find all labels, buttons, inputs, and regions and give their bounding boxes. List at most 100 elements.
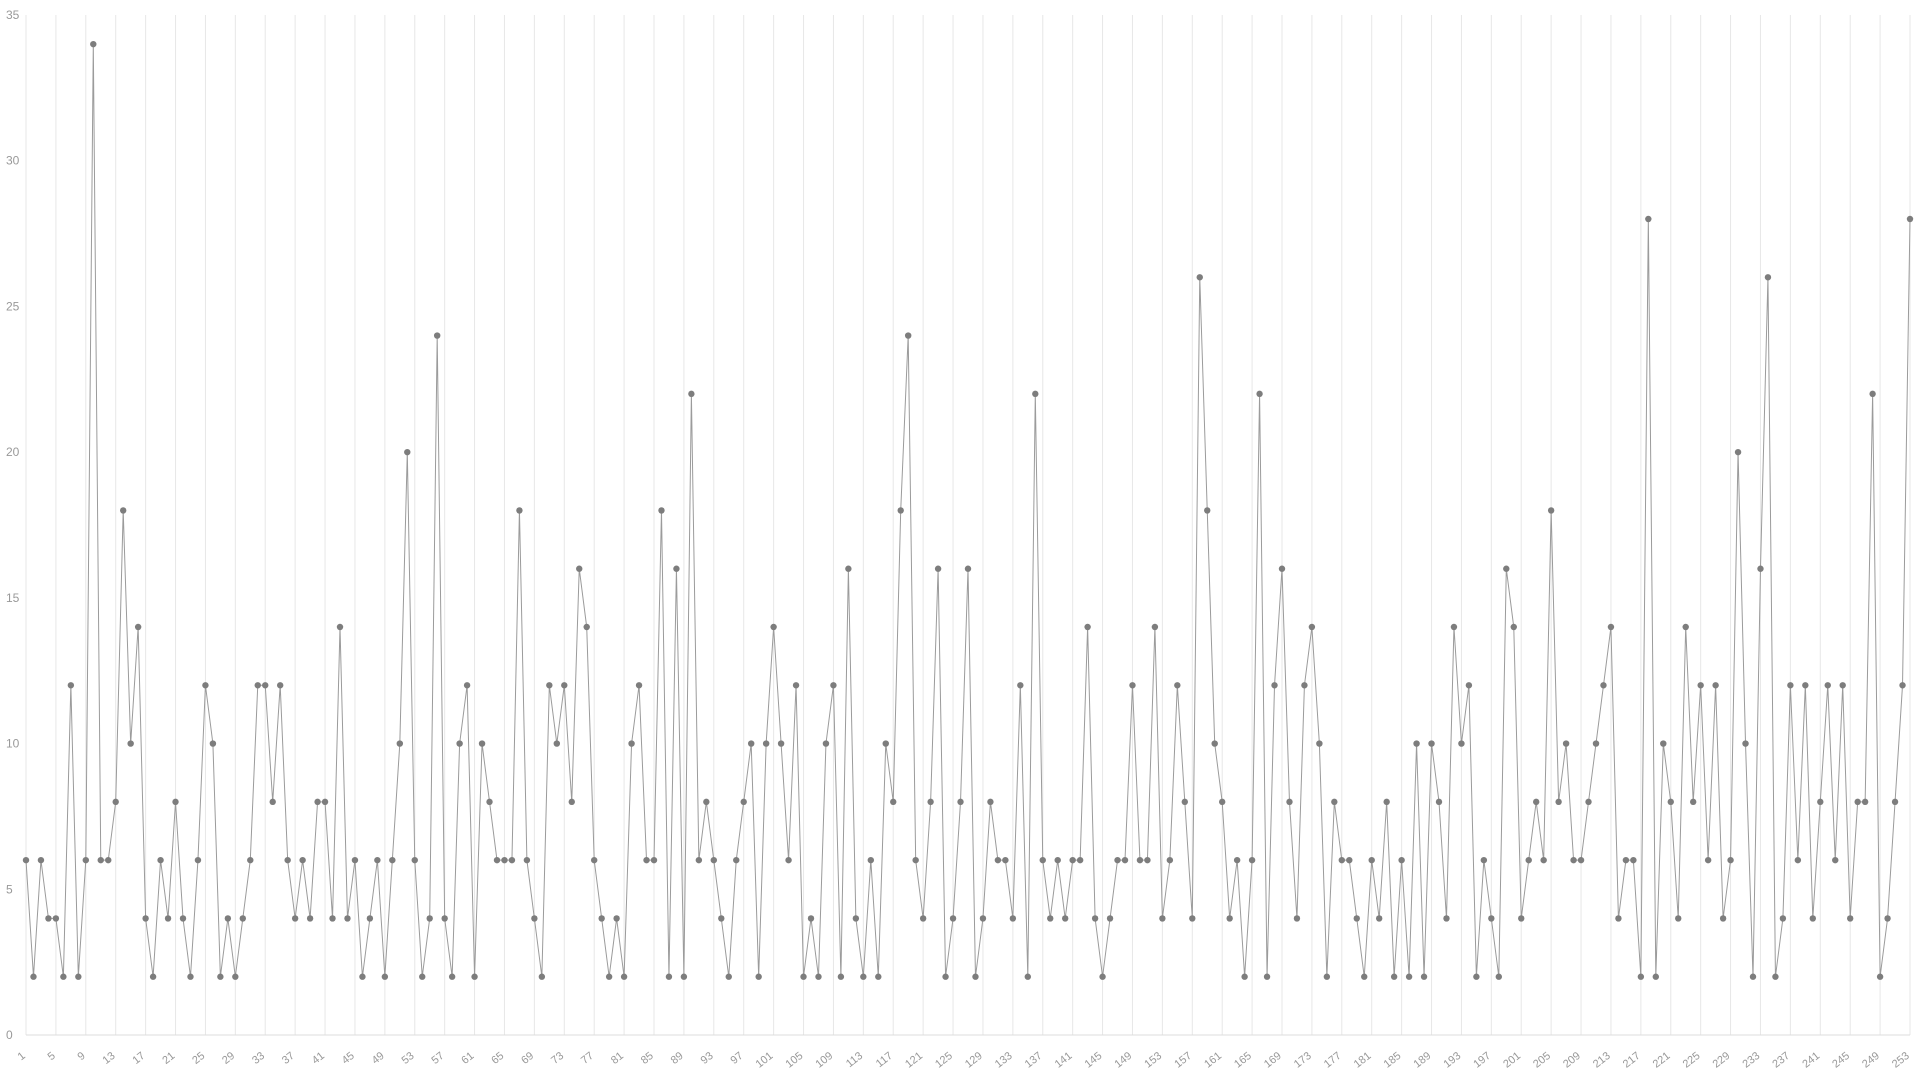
- data-point-marker: [800, 973, 807, 980]
- data-point-marker: [1891, 798, 1899, 806]
- data-point-marker: [695, 856, 703, 864]
- data-point-marker: [1248, 856, 1256, 864]
- data-point-marker: [733, 856, 740, 864]
- data-point-marker: [1091, 915, 1099, 922]
- data-point-marker: [942, 973, 949, 980]
- data-point-marker: [1899, 682, 1906, 689]
- data-line: [25, 43, 1911, 978]
- data-point-marker: [1757, 565, 1764, 572]
- data-point-marker: [344, 915, 351, 922]
- data-point-marker: [1734, 448, 1742, 456]
- data-point-marker: [1465, 682, 1473, 689]
- data-point-marker: [1241, 973, 1248, 980]
- x-tick-label: 237: [1770, 1050, 1792, 1071]
- data-point-marker: [127, 740, 134, 747]
- data-point-marker: [105, 856, 112, 864]
- data-point-marker: [1047, 915, 1054, 922]
- data-point-marker: [1308, 623, 1316, 631]
- data-point-marker: [381, 973, 389, 980]
- y-axis-labels: 0 5 10 15 20 25 30 35: [6, 8, 20, 1042]
- data-point-marker: [157, 856, 164, 864]
- x-tick-label: 225: [1681, 1050, 1703, 1071]
- data-point-marker: [703, 798, 710, 806]
- data-point-marker: [949, 915, 957, 922]
- data-point-marker: [785, 856, 792, 864]
- y-tick-label: 15: [6, 591, 20, 605]
- x-tick-label: 233: [1740, 1050, 1762, 1071]
- data-point-marker: [411, 856, 418, 864]
- x-tick-label: 117: [874, 1050, 895, 1070]
- y-tick-label: 35: [6, 8, 20, 22]
- data-point-marker: [1129, 682, 1136, 689]
- data-point-marker: [987, 798, 994, 806]
- data-point-marker: [1787, 682, 1794, 689]
- x-tick-label: 153: [1142, 1050, 1164, 1071]
- x-tick-label: 121: [903, 1050, 925, 1071]
- data-point-marker: [1151, 623, 1159, 631]
- data-point-marker: [1772, 973, 1779, 980]
- data-point-marker: [1017, 682, 1024, 689]
- data-point-marker: [1540, 856, 1547, 864]
- x-tick-label: 61: [459, 1050, 476, 1067]
- data-point-marker: [1353, 915, 1360, 922]
- data-point-marker: [1390, 973, 1398, 980]
- data-point-marker: [1331, 798, 1338, 806]
- x-tick-label: 89: [669, 1050, 686, 1067]
- data-point-marker: [448, 973, 456, 980]
- data-point-marker: [1361, 973, 1368, 980]
- data-point-marker: [306, 915, 314, 922]
- data-point-marker: [1876, 973, 1884, 980]
- data-point-marker: [934, 565, 942, 572]
- data-point-marker: [30, 973, 37, 980]
- data-point-marker: [37, 856, 45, 864]
- y-tick-label: 25: [6, 299, 20, 313]
- x-tick-label: 25: [190, 1050, 207, 1067]
- data-point-marker: [1189, 915, 1196, 922]
- x-tick-label: 109: [813, 1050, 835, 1071]
- data-point-marker: [359, 973, 366, 980]
- x-tick-label: 209: [1561, 1050, 1583, 1071]
- data-point-marker: [650, 856, 658, 864]
- x-tick-label: 113: [844, 1050, 865, 1070]
- data-point-marker: [329, 915, 336, 922]
- x-tick-label: 33: [250, 1050, 267, 1067]
- data-point-marker: [149, 973, 157, 980]
- data-point-marker: [605, 973, 613, 980]
- data-point-marker: [1009, 915, 1017, 922]
- data-point-marker: [1577, 856, 1585, 864]
- data-point-marker: [1667, 798, 1674, 806]
- data-point-marker: [1211, 740, 1218, 747]
- data-point-marker: [1204, 507, 1211, 514]
- data-point-marker: [187, 973, 194, 980]
- data-point-marker: [45, 915, 52, 922]
- data-point-marker: [276, 682, 284, 689]
- data-point-marker: [232, 973, 239, 980]
- x-tick-label: 177: [1322, 1050, 1344, 1071]
- data-point-marker: [1570, 856, 1577, 864]
- data-point-marker: [1428, 740, 1435, 747]
- data-point-marker: [1076, 856, 1084, 864]
- data-point-marker: [561, 682, 568, 689]
- data-point-marker: [478, 740, 486, 747]
- data-point-marker: [1121, 856, 1129, 864]
- data-point-marker: [1271, 682, 1278, 689]
- data-point-marker: [613, 915, 620, 922]
- data-points: [22, 40, 1914, 980]
- data-point-marker: [1084, 623, 1091, 631]
- data-point-marker: [1024, 973, 1032, 980]
- data-point-marker: [1039, 856, 1046, 864]
- data-point-marker: [1420, 973, 1428, 980]
- data-point-marker: [598, 915, 605, 922]
- data-point-marker: [1869, 390, 1876, 398]
- x-tick-label: 1: [16, 1050, 28, 1063]
- data-point-marker: [269, 798, 276, 806]
- data-point-marker: [1697, 682, 1704, 689]
- x-tick-label: 201: [1501, 1050, 1523, 1071]
- data-point-marker: [1846, 915, 1854, 922]
- x-tick-label: 57: [429, 1050, 446, 1067]
- x-tick-label: 133: [993, 1050, 1015, 1071]
- x-tick-label: 157: [1172, 1050, 1194, 1071]
- data-point-marker: [1136, 856, 1144, 864]
- data-point-marker: [52, 915, 60, 922]
- data-point-marker: [463, 682, 471, 689]
